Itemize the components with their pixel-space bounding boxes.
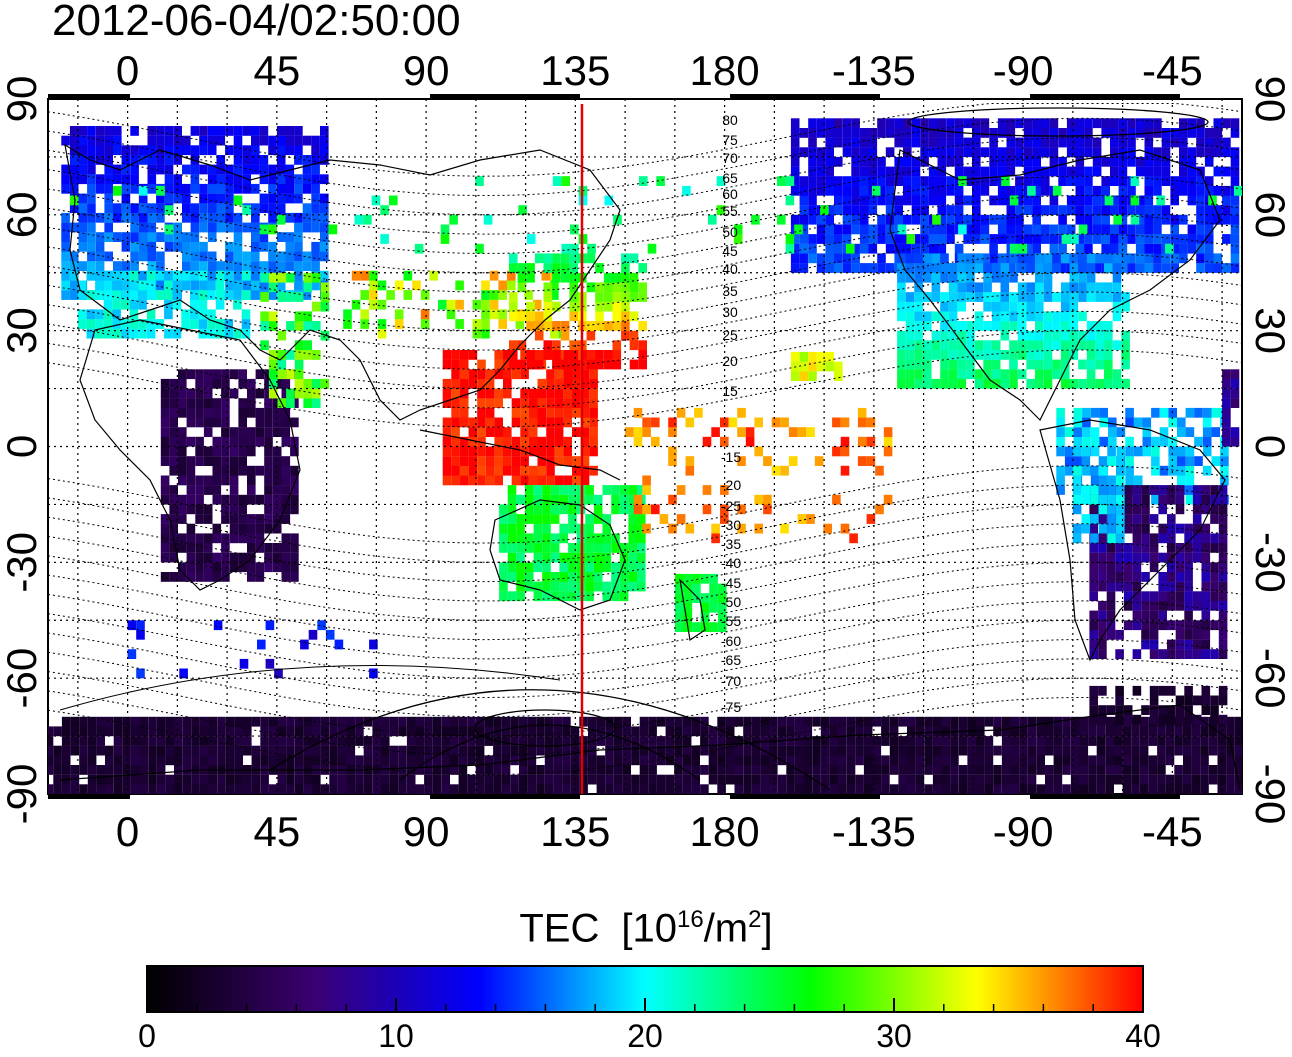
mlat-label: -15 xyxy=(721,449,741,465)
timestamp-title: 2012-06-04/02:50:00 xyxy=(52,0,461,45)
lon-tick-top: 180 xyxy=(690,47,760,94)
colorbar-tick-label: 40 xyxy=(1125,1018,1161,1054)
mlat-label: -75 xyxy=(721,699,741,715)
lat-tick-right: -30 xyxy=(1247,532,1292,593)
lon-tick-bottom: 0 xyxy=(116,808,139,855)
mlat-label: -25 xyxy=(721,498,741,514)
axis-labels: 0045459090135135180180-135-135-90-90-45-… xyxy=(0,47,1292,855)
lon-tick-top: -90 xyxy=(993,47,1054,94)
mlat-label: -20 xyxy=(721,477,741,493)
lat-tick-right: 0 xyxy=(1247,435,1292,458)
mlat-label: 50 xyxy=(722,224,738,240)
lon-tick-top: 0 xyxy=(116,47,139,94)
lat-tick-left: 90 xyxy=(0,76,45,123)
mlat-label: -60 xyxy=(721,633,741,649)
mlat-label: 15 xyxy=(722,383,738,399)
colorbar-tick-label: 20 xyxy=(627,1018,663,1054)
lon-tick-top: 90 xyxy=(403,47,450,94)
lon-tick-bottom: -45 xyxy=(1142,808,1203,855)
lat-tick-right: -90 xyxy=(1247,764,1292,825)
lat-tick-left: -90 xyxy=(0,764,45,825)
lon-tick-top: 45 xyxy=(253,47,300,94)
mlat-label: 75 xyxy=(722,132,738,148)
lon-tick-bottom: 180 xyxy=(690,808,760,855)
mlat-label: 25 xyxy=(722,327,738,343)
mlat-label: 20 xyxy=(722,353,738,369)
mlat-label: 60 xyxy=(722,186,738,202)
lat-tick-left: 30 xyxy=(0,307,45,354)
mlat-label: 35 xyxy=(722,283,738,299)
lon-tick-top: 135 xyxy=(540,47,610,94)
lat-tick-left: -30 xyxy=(0,532,45,593)
mlat-label: 55 xyxy=(722,203,738,219)
mlat-label: 40 xyxy=(722,261,738,277)
mlat-label: -65 xyxy=(721,652,741,668)
lon-tick-bottom: -135 xyxy=(832,808,916,855)
lat-tick-left: 0 xyxy=(0,435,45,458)
mlat-label: -70 xyxy=(721,673,741,689)
mlat-label: 80 xyxy=(722,112,738,128)
mlat-label: -30 xyxy=(721,517,741,533)
lon-tick-top: -45 xyxy=(1142,47,1203,94)
mlat-label: -40 xyxy=(721,555,741,571)
lat-tick-left: -60 xyxy=(0,648,45,709)
mlat-label: -45 xyxy=(721,575,741,591)
mlat-label: -50 xyxy=(721,594,741,610)
coastlines xyxy=(59,143,1241,791)
tec-map: 0045459090135135180180-135-135-90-90-45-… xyxy=(0,47,1292,855)
mlat-label: 45 xyxy=(722,243,738,259)
colorbar xyxy=(146,965,1144,1013)
colorbar-tick-label: 0 xyxy=(138,1018,156,1054)
lat-tick-right: 30 xyxy=(1247,307,1292,354)
mlat-label: -35 xyxy=(721,536,741,552)
lat-tick-right: -60 xyxy=(1247,648,1292,709)
lon-tick-bottom: 45 xyxy=(253,808,300,855)
colorbar-title: TEC [1016/m2] xyxy=(519,906,773,951)
lat-tick-right: 60 xyxy=(1247,191,1292,238)
mlat-label: 65 xyxy=(722,170,738,186)
frame-ticks xyxy=(48,94,1180,799)
magnetic-latitude-contours xyxy=(48,103,1242,791)
colorbar-tick-label: 10 xyxy=(378,1018,414,1054)
lon-tick-bottom: 90 xyxy=(403,808,450,855)
lon-tick-bottom: 135 xyxy=(540,808,610,855)
lat-tick-left: 60 xyxy=(0,191,45,238)
mlat-label: 30 xyxy=(722,304,738,320)
mlat-label: -55 xyxy=(721,613,741,629)
lon-tick-bottom: -90 xyxy=(993,808,1054,855)
colorbar-tick-label: 30 xyxy=(876,1018,912,1054)
mlat-label: 70 xyxy=(722,150,738,166)
lat-tick-right: 90 xyxy=(1247,76,1292,123)
lon-tick-top: -135 xyxy=(832,47,916,94)
